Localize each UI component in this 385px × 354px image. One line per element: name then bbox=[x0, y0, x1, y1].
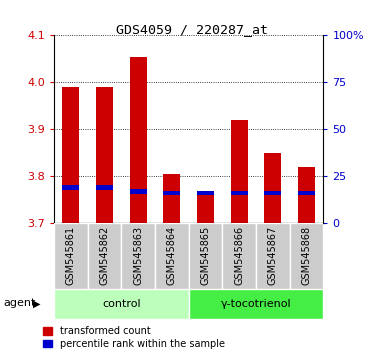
Text: GSM545862: GSM545862 bbox=[99, 225, 109, 285]
Bar bbox=[163, 174, 180, 223]
Text: GSM545863: GSM545863 bbox=[133, 225, 143, 285]
Bar bbox=[189, 289, 323, 319]
Text: ▶: ▶ bbox=[33, 298, 40, 308]
Bar bbox=[54, 223, 88, 289]
Bar bbox=[197, 191, 214, 195]
Text: GSM545864: GSM545864 bbox=[167, 225, 177, 285]
Bar bbox=[130, 57, 147, 223]
Bar bbox=[88, 223, 121, 289]
Bar bbox=[264, 153, 281, 223]
Text: GDS4059 / 220287_at: GDS4059 / 220287_at bbox=[117, 23, 268, 36]
Bar bbox=[96, 185, 113, 190]
Bar bbox=[290, 223, 323, 289]
Bar bbox=[62, 87, 79, 223]
Text: GSM545861: GSM545861 bbox=[66, 225, 76, 285]
Bar bbox=[96, 87, 113, 223]
Bar bbox=[62, 185, 79, 190]
Bar bbox=[189, 223, 223, 289]
Text: γ-tocotrienol: γ-tocotrienol bbox=[221, 298, 291, 309]
Legend: transformed count, percentile rank within the sample: transformed count, percentile rank withi… bbox=[44, 326, 225, 349]
Bar bbox=[231, 120, 248, 223]
Bar bbox=[155, 223, 189, 289]
Bar bbox=[223, 223, 256, 289]
Bar bbox=[298, 191, 315, 195]
Bar bbox=[197, 193, 214, 223]
Bar bbox=[163, 191, 180, 195]
Bar bbox=[256, 223, 290, 289]
Bar bbox=[298, 167, 315, 223]
Text: GSM545868: GSM545868 bbox=[301, 225, 311, 285]
Bar bbox=[54, 289, 189, 319]
Bar bbox=[231, 191, 248, 195]
Bar bbox=[130, 189, 147, 194]
Bar bbox=[121, 223, 155, 289]
Text: GSM545866: GSM545866 bbox=[234, 225, 244, 285]
Text: agent: agent bbox=[4, 298, 36, 308]
Text: control: control bbox=[102, 298, 141, 309]
Bar bbox=[264, 191, 281, 195]
Text: GSM545867: GSM545867 bbox=[268, 225, 278, 285]
Text: GSM545865: GSM545865 bbox=[201, 225, 211, 285]
